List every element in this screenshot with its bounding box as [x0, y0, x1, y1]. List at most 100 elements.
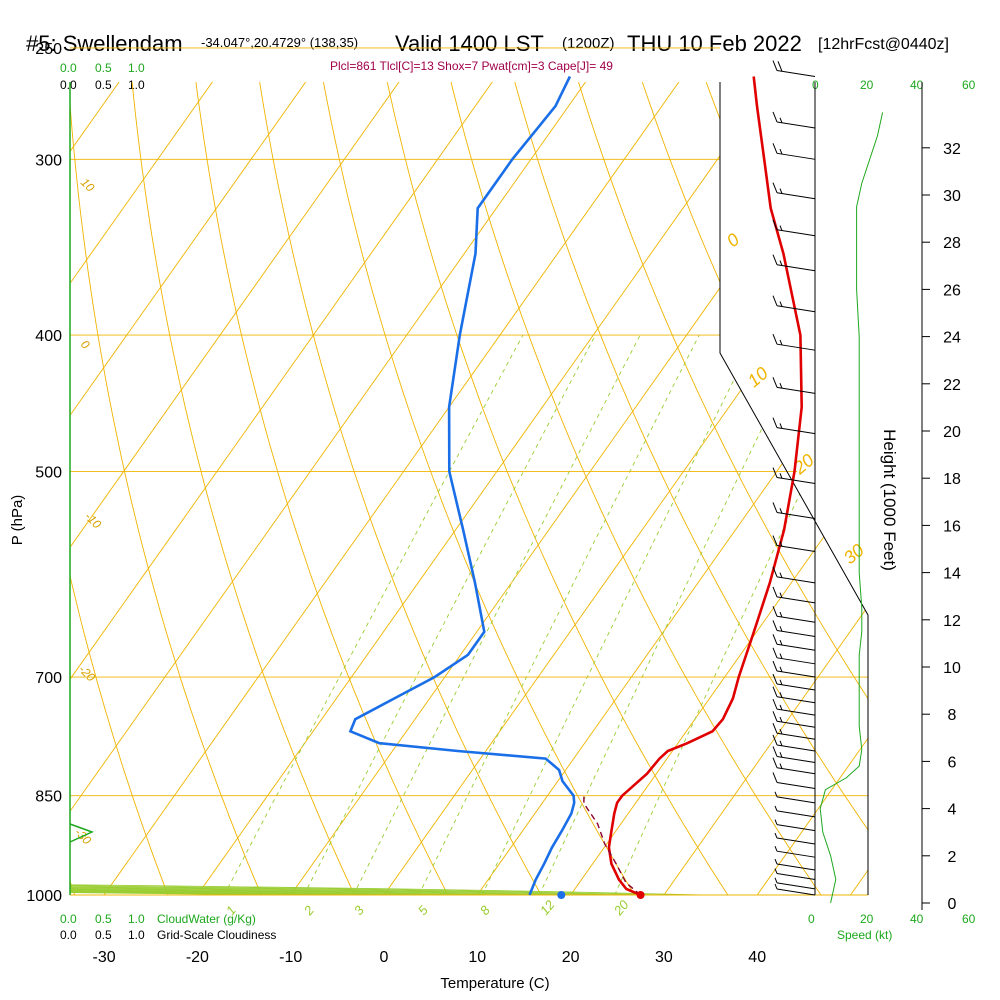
parcel-line	[583, 795, 642, 896]
barb-staff	[776, 192, 816, 200]
barb-half	[779, 508, 783, 514]
temperature-tick-label: 40	[748, 949, 766, 966]
pressure-tick-label: 500	[35, 464, 62, 481]
barb-flag	[772, 686, 778, 697]
height-tick-label: 30	[943, 188, 961, 205]
barb-half	[779, 188, 783, 194]
temperature-tick-label: -20	[186, 949, 209, 966]
barb-staff	[776, 767, 816, 775]
isotherm-line	[756, 82, 868, 895]
mixing-ratio-line	[303, 334, 596, 895]
moist-adiabat-line	[70, 843, 627, 895]
barb-half	[779, 382, 783, 389]
cloud-scale-bottom: 0.0 0.5 1.0 CloudWater (g/Kg) 0.0 0.5 1.…	[60, 912, 276, 942]
barb-half	[774, 819, 778, 825]
barb-staff	[776, 744, 816, 752]
dry-adiabat-line	[808, 82, 868, 895]
barb-flag	[772, 634, 778, 645]
barb-half	[774, 868, 778, 874]
barb-half	[779, 423, 783, 429]
moist-adiabat-line	[70, 843, 664, 895]
barb-half	[779, 704, 783, 711]
dry-adiabat-line	[436, 82, 843, 895]
barb-half	[779, 626, 783, 632]
mixing-ratio-line	[614, 334, 868, 895]
barb-half	[779, 692, 783, 698]
temperature-tick-label: 0	[380, 949, 389, 966]
speed-tick: 40	[910, 78, 924, 92]
wind-barb	[772, 606, 816, 623]
wind-barb	[772, 182, 816, 200]
barb-staff	[776, 670, 816, 678]
wind-barb	[772, 723, 816, 740]
pressure-tick-label: 1000	[26, 888, 62, 905]
barb-flag	[772, 254, 778, 265]
height-tick-label: 26	[943, 282, 961, 299]
wind-barb	[772, 660, 816, 678]
barb-staff	[776, 837, 816, 845]
barb-half	[779, 339, 783, 346]
barb-staff	[776, 824, 816, 832]
barb-half	[774, 883, 778, 890]
barb-flag	[772, 606, 778, 617]
height-axis-title: Height (1000 Feet)	[880, 429, 899, 571]
wind-barb	[774, 883, 816, 896]
barb-flag	[772, 502, 778, 513]
speed-tick: 40	[910, 912, 924, 926]
wind-barb	[772, 673, 816, 691]
wind-barb	[772, 60, 816, 78]
barb-flag	[772, 620, 778, 631]
cloudwater-tick: 0.0	[60, 912, 77, 926]
wind-barb	[774, 868, 816, 881]
cloudwater-tick: 0.5	[95, 912, 112, 926]
barb-half	[779, 541, 783, 547]
barb-half	[779, 716, 783, 723]
dry-adiabat-line	[126, 82, 370, 895]
speed-tick: 20	[860, 78, 874, 92]
mixing-ratio-line	[538, 334, 809, 895]
height-tick-label: 18	[943, 471, 961, 488]
dry-adiabat-line	[746, 82, 868, 895]
mixing-ratio-label: 8	[477, 902, 494, 918]
mixing-ratio-line	[481, 334, 757, 895]
grid-clipped	[70, 82, 868, 895]
wind-barb	[772, 417, 816, 435]
height-tick-label: 32	[943, 141, 961, 158]
barb-staff	[776, 657, 816, 665]
barb-flag	[772, 182, 778, 193]
barb-half	[779, 117, 783, 123]
barb-staff	[776, 888, 816, 896]
isotherm-line	[663, 82, 868, 895]
cloudiness-tick: 0.5	[95, 928, 112, 942]
barb-flag	[772, 757, 778, 768]
isotherm-label: 0	[78, 337, 93, 352]
barb-staff	[776, 781, 816, 789]
barb-staff	[776, 732, 816, 740]
mixing-ratio-line	[223, 334, 524, 895]
barb-flag	[772, 734, 778, 746]
isotherm-line	[570, 82, 868, 895]
wind-barb	[774, 846, 816, 858]
dry-adiabat-label: 0	[723, 229, 744, 251]
mixing-ratio-label: 3	[351, 902, 368, 918]
speed-label: Speed (kt)	[837, 928, 892, 942]
barb-half	[779, 301, 783, 307]
wind-barb	[772, 295, 816, 313]
wind-barb	[772, 734, 816, 752]
height-tick-label: 24	[943, 330, 961, 347]
cloudwater-tick: 1.0	[128, 61, 145, 75]
wind-barb	[774, 858, 816, 871]
barb-staff	[776, 545, 816, 553]
height-tick-label: 14	[943, 566, 961, 583]
wind-barb	[774, 877, 816, 890]
wind-barb	[772, 634, 816, 651]
barb-flag	[772, 566, 778, 578]
wind-barb	[772, 502, 816, 519]
forecast-info: [12hrFcst@0440z]	[818, 36, 949, 53]
barb-flag	[772, 219, 778, 230]
dry-adiabat-line	[250, 82, 559, 895]
height-tick-label: 20	[943, 424, 961, 441]
barb-half	[779, 752, 783, 758]
height-tick-label: 10	[943, 660, 961, 677]
